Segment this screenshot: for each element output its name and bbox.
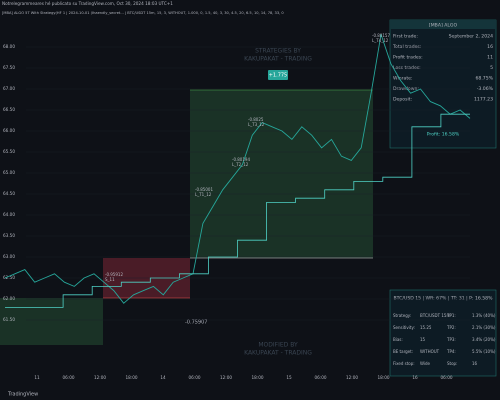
- header: Notrelegrammeares hé publicato su Tradin…: [2, 1, 173, 6]
- price-line: [4, 34, 471, 304]
- trade-id: L_T1_12: [195, 192, 212, 197]
- stats-cell: Fixed stop:: [393, 361, 415, 366]
- stats-cell: TP4:: [446, 349, 456, 354]
- info-key: Profit trades:: [393, 55, 423, 61]
- price-label: 63.50: [3, 233, 15, 238]
- stats-title: BTC/USD 15 | WR: 67% | TT: 31 | P: 16.58…: [394, 296, 494, 302]
- watermark: KAKUPAKAT - TRADING: [244, 350, 312, 357]
- info-value: -3.06%: [477, 86, 494, 92]
- info-profit: Profit: 16.58%: [427, 132, 460, 138]
- price-label: 65.00: [3, 170, 15, 175]
- info-value: 5: [490, 65, 493, 71]
- trade-value: -0.80194: [232, 157, 250, 162]
- stats-cell: 1.3% (40%): [472, 313, 496, 318]
- stats-cell: 15: [420, 337, 426, 342]
- time-label: 11: [34, 375, 40, 380]
- stats-cell: BE target:: [393, 349, 413, 354]
- stats-cell: TP3:: [446, 337, 456, 342]
- time-label: 18:00: [377, 375, 389, 380]
- trade-id: L_T2_12: [232, 162, 249, 167]
- price-label: 67.50: [3, 65, 15, 70]
- trade-id: L_T4_12: [372, 38, 389, 43]
- time-label: 18:00: [125, 375, 137, 380]
- time-label: 15: [286, 375, 292, 380]
- price-label: 62.50: [3, 275, 15, 280]
- info-panel-header: [390, 20, 496, 29]
- info-value: 16: [487, 44, 493, 50]
- info-title: [MBA] ALGO: [429, 23, 458, 29]
- price-label: 62.00: [3, 296, 15, 301]
- info-value: 1177.23: [474, 97, 493, 103]
- stats-cell: TP1:: [446, 313, 456, 318]
- price-label: 61.50: [3, 317, 15, 322]
- time-label: 12:00: [346, 375, 358, 380]
- indicator-title: [MBA] ALGO 5T With Strategy(HF 1 | 2024-…: [2, 11, 284, 15]
- price-label: 64.50: [3, 191, 15, 196]
- stats-cell: Bias:: [393, 337, 403, 342]
- price-label: 68.00: [3, 44, 15, 49]
- watermark: STRATEGIES BY: [255, 48, 301, 55]
- info-value: September 2, 2024: [449, 34, 493, 40]
- stats-cell: WITHOUT: [420, 349, 440, 354]
- time-label: 14: [160, 375, 166, 380]
- time-label: 06:00: [188, 375, 200, 380]
- time-label: 18:00: [251, 375, 263, 380]
- stats-cell: Stop:: [447, 361, 457, 366]
- profit-zone: [190, 90, 373, 258]
- stats-cell: 5.5% (10%): [472, 349, 496, 354]
- price-label: 66.50: [3, 107, 15, 112]
- stats-cell: 2.1% (30%): [472, 325, 496, 330]
- stats-cell: 16: [472, 361, 478, 366]
- stats-cell: 3.4% (20%): [472, 337, 496, 342]
- trade-value: -0.95912: [105, 272, 123, 277]
- stop-label: -0.75907: [185, 320, 207, 326]
- stats-cell: Wide: [420, 361, 431, 366]
- watermark: MODIFIED BY: [258, 342, 298, 349]
- time-label: 16: [412, 375, 418, 380]
- trade-id: S_11: [105, 277, 115, 282]
- price-label: 67.00: [3, 86, 15, 91]
- stats-cell: 15.25: [420, 325, 432, 330]
- stats-cell: Strategy:: [393, 313, 411, 318]
- time-label: 12:00: [94, 375, 106, 380]
- trade-id: L_T3_12: [248, 122, 265, 127]
- trade-value: -0.80157: [372, 33, 390, 38]
- stats-cell: Sensitivity:: [393, 325, 415, 330]
- stats-cell: BTC/USDT 15m: [420, 313, 450, 318]
- watermark: KAKUPAKAT - TRADING: [244, 56, 312, 63]
- price-label: 66.00: [3, 128, 15, 133]
- info-key: First trade:: [393, 34, 418, 40]
- time-label: 06:00: [440, 375, 452, 380]
- time-label: 12:00: [220, 375, 232, 380]
- info-value: 68.75%: [475, 76, 493, 82]
- profit-badge: [268, 70, 288, 80]
- trade-value: -0.8025: [248, 117, 264, 122]
- footer: TradingView: [7, 392, 38, 398]
- info-key: Deposit:: [393, 97, 413, 103]
- price-label: 65.50: [3, 149, 15, 154]
- stats-table: [389, 289, 497, 377]
- time-label: 06:00: [62, 375, 74, 380]
- info-value: 11: [487, 55, 493, 61]
- stats-cell: TP2:: [446, 325, 456, 330]
- profit-badge-text: +1.775: [269, 73, 288, 79]
- profit-zone: [0, 298, 103, 345]
- info-key: Winrate:: [393, 76, 413, 82]
- time-label: 06:00: [314, 375, 326, 380]
- info-panel: [389, 19, 497, 149]
- price-label: 63.00: [3, 254, 15, 259]
- trailing-stop: [5, 113, 470, 308]
- trade-value: -0.85001: [195, 187, 213, 192]
- price-label: 64.00: [3, 212, 15, 217]
